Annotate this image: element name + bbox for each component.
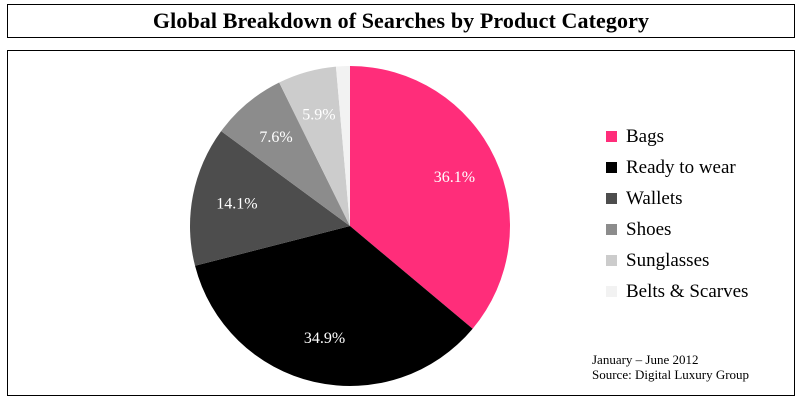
footnote-period: January – June 2012 (592, 352, 699, 367)
pie-slice-belts-scarves (335, 66, 350, 226)
legend-item: Belts & Scarves (606, 276, 748, 307)
legend-swatch (606, 193, 617, 204)
pie-slice-sunglasses (279, 66, 350, 226)
legend-swatch (606, 224, 617, 235)
legend-item: Sunglasses (606, 245, 748, 276)
legend-item: Bags (606, 121, 748, 152)
footnote-source: Source: Digital Luxury Group (592, 367, 750, 382)
pie-slice-label: 14.1% (216, 196, 257, 213)
chart-legend: Bags Ready to wear Wallets Shoes Sunglasses B… (606, 121, 748, 307)
pie-slice-label: 34.9% (304, 330, 345, 347)
pie-slice-wallets (190, 131, 350, 266)
legend-item: Shoes (606, 214, 748, 245)
chart-title: Global Breakdown of Searches by Product … (152, 8, 650, 33)
legend-label: Ready to wear (626, 156, 736, 178)
legend-swatch (606, 286, 617, 297)
legend-swatch (606, 255, 617, 266)
legend-label: Belts & Scarves (626, 280, 749, 302)
chart-frame (7, 50, 795, 396)
pie-slice-label: 36.1% (434, 169, 475, 186)
pie-slice-label: 5.9% (302, 107, 335, 124)
pie-slice-ready-to-wear (195, 226, 473, 387)
chart-title-box: Global Breakdown of Searches by Product … (7, 4, 795, 38)
legend-label: Wallets (626, 187, 683, 209)
pie-slice-shoes (221, 82, 350, 226)
legend-label: Sunglasses (626, 249, 710, 271)
legend-label: Bags (626, 125, 664, 147)
legend-item: Ready to wear (606, 152, 748, 183)
legend-label: Shoes (626, 218, 672, 240)
legend-swatch (606, 162, 617, 173)
pie-slice-label: 7.6% (259, 129, 292, 146)
legend-swatch (606, 131, 617, 142)
footnote: January – June 2012 Source: Digital Luxu… (592, 352, 749, 382)
pie-slice-bags (350, 66, 511, 329)
legend-item: Wallets (606, 183, 748, 214)
